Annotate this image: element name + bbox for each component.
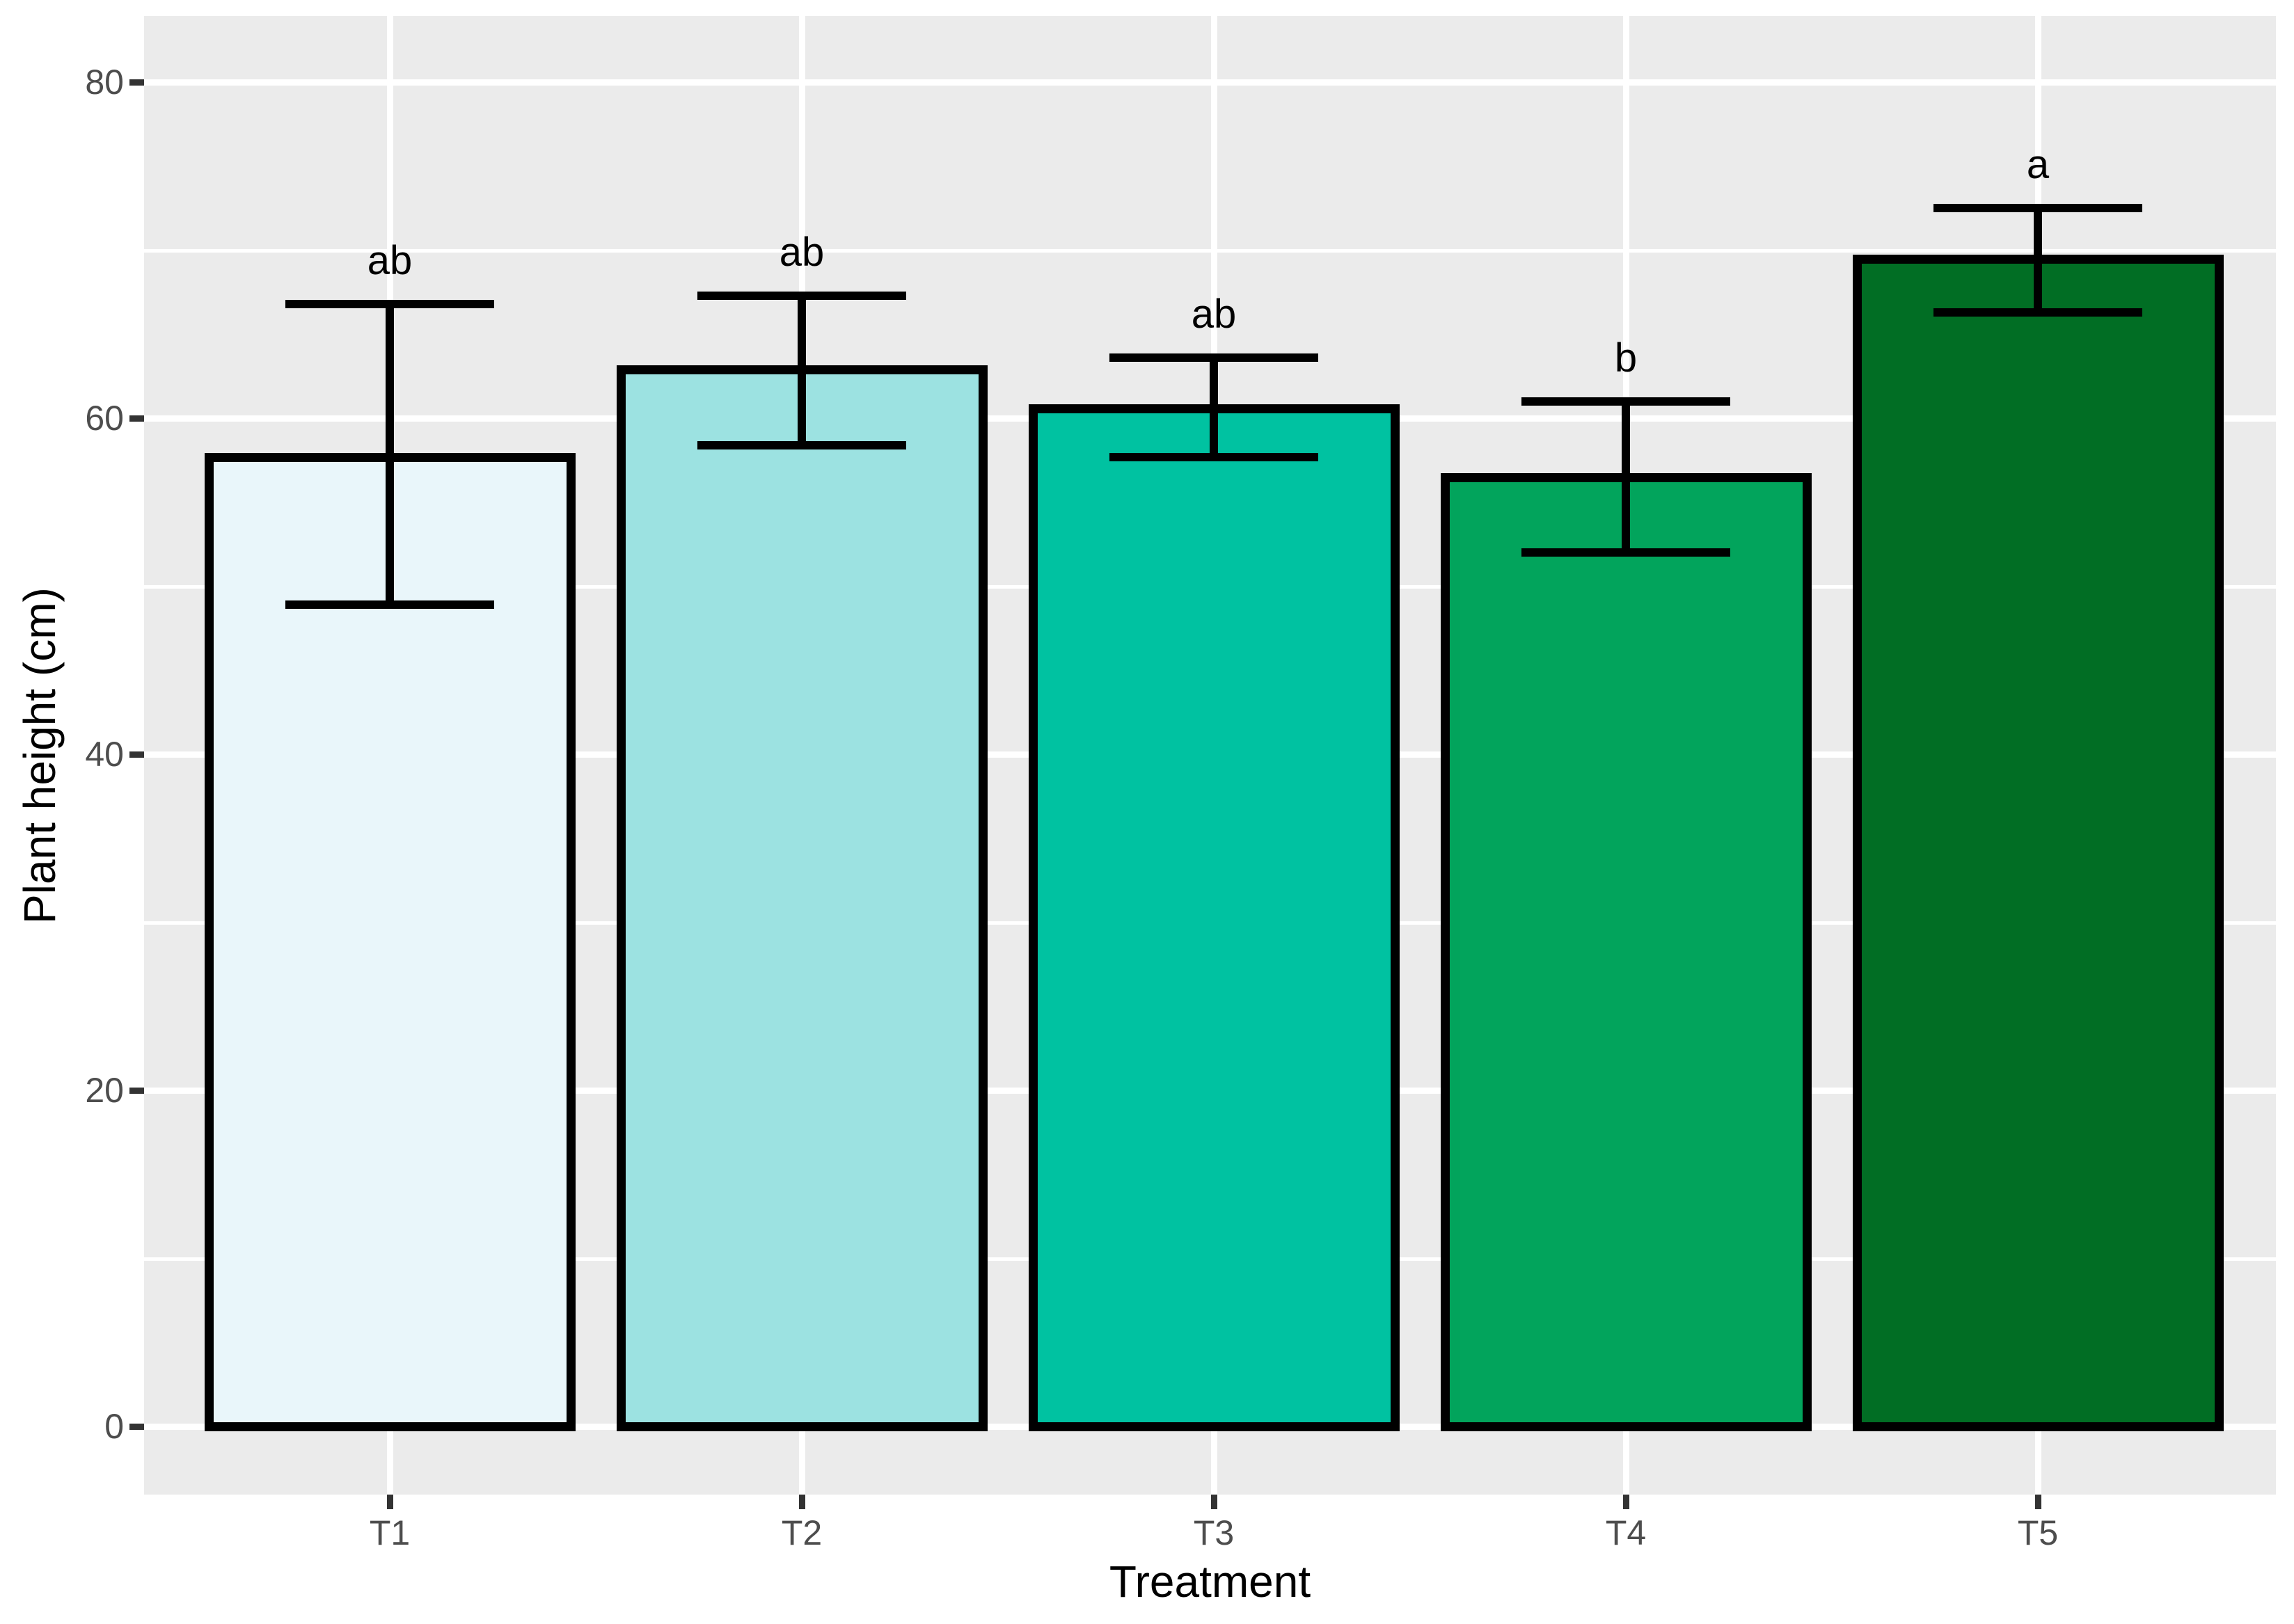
y-axis-title: Plant height (cm): [15, 587, 65, 924]
y-axis-tick-label: 60: [85, 399, 124, 438]
significance-letter-T4: b: [1614, 335, 1638, 381]
errorbar-vertical-T1: [386, 303, 394, 605]
errorbar-vertical-T3: [1210, 358, 1218, 457]
significance-letter-T1: ab: [367, 237, 413, 283]
x-axis-tick-label: T1: [369, 1513, 411, 1552]
errorbar-cap-top-T5: [1933, 204, 2142, 213]
significance-letter-T5: a: [2026, 142, 2050, 188]
x-axis-tick-label: T4: [1605, 1513, 1647, 1552]
x-axis-title: Treatment: [1109, 1557, 1311, 1607]
bar-T4: [1440, 472, 1812, 1431]
errorbar-cap-top-T2: [697, 291, 906, 300]
y-axis-tick-label: 40: [85, 735, 124, 774]
y-axis-tick: [129, 79, 144, 86]
significance-letter-T2: ab: [779, 229, 825, 275]
x-axis-tick: [1211, 1495, 1217, 1509]
errorbar-cap-top-T3: [1109, 353, 1318, 363]
y-axis-tick: [129, 751, 144, 758]
y-axis-tick: [129, 415, 144, 422]
x-axis-tick: [387, 1495, 393, 1509]
bar-T1: [204, 452, 576, 1431]
errorbar-vertical-T5: [2034, 208, 2042, 312]
y-axis-tick-label: 0: [104, 1407, 124, 1446]
x-axis-tick: [799, 1495, 805, 1509]
errorbar-cap-top-T4: [1521, 397, 1730, 406]
gridline-minor-horizontal: [144, 248, 2276, 253]
y-axis-tick-label: 80: [85, 63, 124, 102]
errorbar-cap-bottom-T2: [697, 440, 906, 449]
significance-letter-T3: ab: [1191, 292, 1237, 337]
x-axis-tick-label: T2: [781, 1513, 823, 1552]
errorbar-cap-bottom-T1: [285, 600, 494, 610]
errorbar-vertical-T4: [1622, 401, 1630, 553]
x-axis-tick-label: T3: [1193, 1513, 1235, 1552]
errorbar-cap-bottom-T3: [1109, 452, 1318, 461]
y-axis-tick: [129, 1424, 144, 1430]
x-axis-tick: [2035, 1495, 2041, 1509]
bar-T2: [616, 365, 988, 1431]
errorbar-vertical-T2: [798, 295, 806, 445]
bar-T5: [1852, 254, 2224, 1431]
x-axis-tick-label: T5: [2017, 1513, 2059, 1552]
y-axis-tick-label: 20: [85, 1071, 124, 1110]
errorbar-cap-top-T1: [285, 299, 494, 308]
bar-T3: [1028, 404, 1400, 1431]
gridline-major-horizontal: [144, 79, 2276, 86]
errorbar-cap-bottom-T5: [1933, 308, 2142, 317]
x-axis-tick: [1623, 1495, 1629, 1509]
errorbar-cap-bottom-T4: [1521, 548, 1730, 557]
y-axis-tick: [129, 1088, 144, 1094]
